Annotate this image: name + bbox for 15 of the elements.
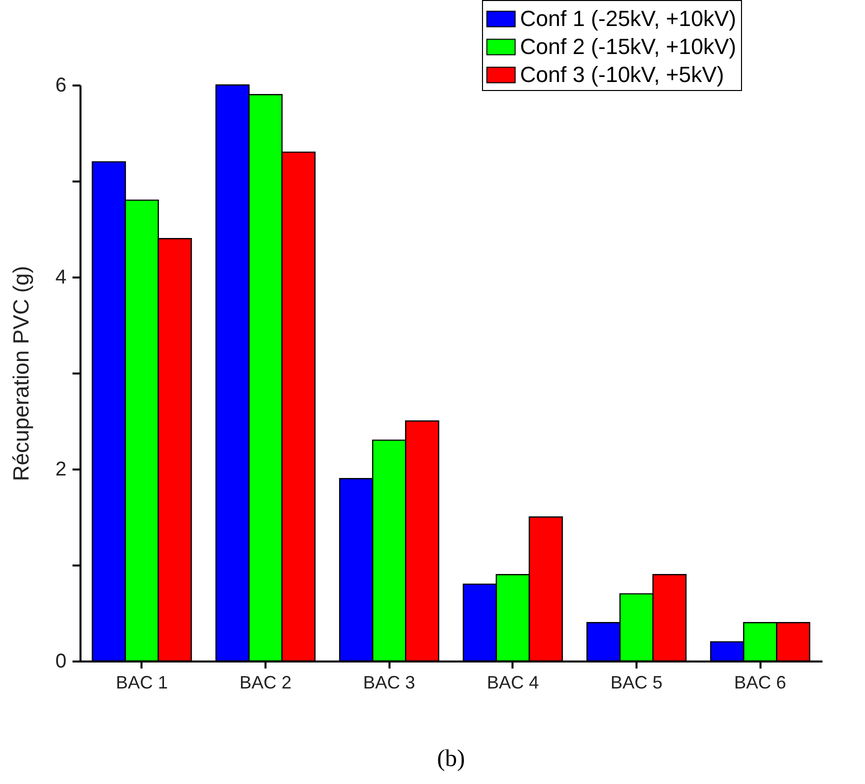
y-tick-label: 2	[55, 458, 66, 480]
legend-label: Conf 3 (-10kV, +5kV)	[520, 62, 724, 87]
legend-label: Conf 2 (-15kV, +10kV)	[520, 34, 736, 59]
y-axis-title: Récuperation PVC (g)	[8, 266, 34, 482]
y-tick-label: 4	[55, 266, 66, 288]
x-tick-label: BAC 2	[239, 672, 292, 692]
y-tick-label: 6	[55, 74, 66, 96]
y-tick-label: 0	[55, 650, 66, 672]
legend-label: Conf 1 (-25kV, +10kV)	[520, 6, 736, 31]
x-tick-label: BAC 1	[116, 672, 168, 692]
text: (b)	[437, 746, 465, 772]
x-tick-label: BAC 6	[734, 672, 786, 692]
x-tick-label: BAC 4	[486, 672, 539, 692]
x-tick-label: BAC 5	[610, 672, 663, 692]
x-tick-label: BAC 3	[363, 672, 416, 692]
